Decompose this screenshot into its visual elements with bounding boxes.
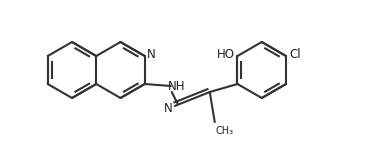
Text: HO: HO: [217, 48, 234, 60]
Text: Cl: Cl: [289, 48, 301, 61]
Text: N: N: [164, 102, 173, 115]
Text: NH: NH: [168, 79, 186, 93]
Text: N: N: [147, 48, 156, 61]
Text: CH₃: CH₃: [216, 126, 234, 136]
